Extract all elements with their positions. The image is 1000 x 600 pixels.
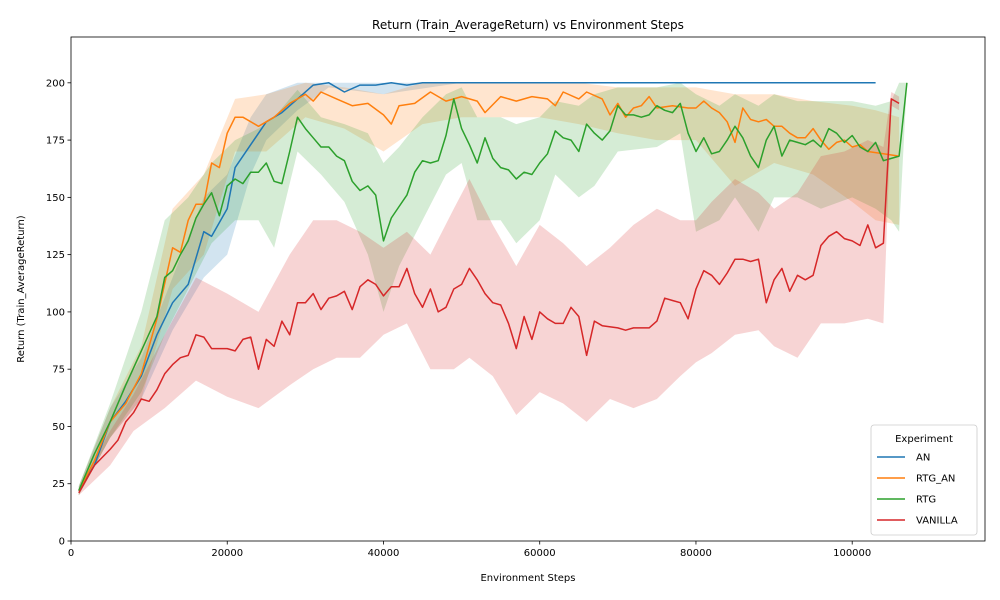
legend-items: AN RTG_AN RTG VANILLA <box>877 453 958 527</box>
y-tick-label: 0 <box>59 537 65 548</box>
x-tick-label: 0 <box>68 548 74 559</box>
x-axis-label: Environment Steps <box>480 573 575 584</box>
band-vanilla <box>78 92 900 496</box>
y-tick-label: 25 <box>52 479 65 490</box>
band-rtg <box>78 82 907 496</box>
line-rtg <box>78 82 908 491</box>
x-tick-label: 80000 <box>680 548 712 559</box>
y-tick-label: 200 <box>46 78 65 89</box>
y-tick-label: 150 <box>46 193 65 204</box>
line-rtg-an <box>78 91 900 491</box>
legend: Experiment AN RTG_AN RTG VANILLA <box>870 424 978 536</box>
y-axis-label: Return (Train_AverageReturn) <box>16 215 27 363</box>
y-axis-ticks: 0 25 50 75 100 125 150 175 200 <box>46 78 71 548</box>
legend-title: Experiment <box>895 434 953 445</box>
y-tick-label: 50 <box>52 422 65 433</box>
series-lines <box>78 82 908 494</box>
legend-label-an: AN <box>916 453 930 464</box>
line-vanilla <box>78 98 900 494</box>
y-tick-label: 125 <box>46 250 65 261</box>
confidence-bands <box>78 82 907 496</box>
plot-frame <box>70 36 986 542</box>
y-tick-label: 100 <box>46 307 65 318</box>
x-tick-label: 60000 <box>524 548 556 559</box>
x-tick-label: 40000 <box>368 548 400 559</box>
line-an <box>78 82 876 491</box>
y-tick-label: 75 <box>52 365 65 376</box>
legend-box <box>870 424 978 536</box>
chart-title: Return (Train_AverageReturn) vs Environm… <box>372 18 684 32</box>
legend-label-vanilla: VANILLA <box>916 516 958 527</box>
x-tick-label: 100000 <box>833 548 871 559</box>
legend-label-rtg-an: RTG_AN <box>916 474 955 485</box>
x-axis-ticks: 0 20000 40000 60000 80000 100000 <box>68 541 871 559</box>
band-rtg-an <box>78 82 900 496</box>
legend-label-rtg: RTG <box>916 495 936 506</box>
x-tick-label: 20000 <box>211 548 243 559</box>
y-tick-label: 175 <box>46 136 65 147</box>
